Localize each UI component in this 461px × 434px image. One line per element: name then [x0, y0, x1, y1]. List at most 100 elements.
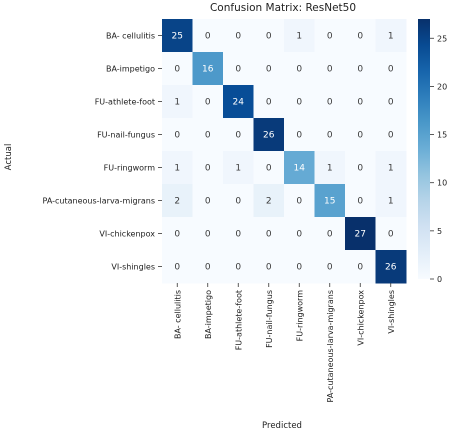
heatmap-cell [162, 19, 193, 53]
heatmap-cell [345, 85, 376, 119]
column-tick-label: VI-chickenpox [356, 290, 365, 346]
cell-value-label: 0 [174, 263, 180, 273]
colorbar-tick-label: 15 [437, 131, 447, 140]
heatmap-cell [253, 118, 285, 152]
cell-value-label: 0 [205, 164, 211, 174]
colorbar-tick-label: 0 [437, 275, 442, 284]
heatmap-cell [253, 52, 285, 86]
heatmap-cell [223, 52, 254, 86]
cell-value-label: 1 [388, 164, 394, 174]
heatmap-cell [223, 85, 254, 119]
cell-value-label: 2 [266, 197, 272, 207]
cell-value-label: 0 [266, 164, 272, 174]
column-tick-label: VI-shingles [387, 290, 396, 334]
cell-value-label: 1 [388, 32, 394, 42]
heatmap-cell [375, 151, 407, 185]
cell-value-label: 0 [357, 164, 363, 174]
heatmap-cell [345, 184, 376, 218]
cell-value-label: 0 [296, 197, 302, 207]
heatmap-cell [192, 19, 224, 53]
heatmap-cell [284, 250, 315, 284]
row-tick-label: PA-cutaneous-larva-migrans [43, 197, 155, 206]
heatmap-cell [192, 118, 224, 152]
heatmap-cell [253, 217, 285, 251]
colorbar-gradient [418, 19, 430, 279]
heatmap-cell [375, 52, 407, 86]
cell-value-label: 0 [388, 230, 394, 240]
cell-value-label: 16 [202, 65, 214, 75]
heatmap-cell [284, 118, 315, 152]
heatmap-cell [314, 19, 346, 53]
row-tick-label: FU-athlete-foot [95, 98, 155, 107]
heatmap-cell [375, 118, 407, 152]
cell-value-label: 1 [235, 164, 241, 174]
row-tick-label: VI-shingles [111, 263, 155, 272]
column-tick-label: FU-nail-fungus [265, 290, 274, 348]
cell-value-label: 0 [235, 197, 241, 207]
cell-value-label: 0 [388, 98, 394, 108]
cell-value-label: 1 [327, 164, 333, 174]
heatmap-cell [223, 19, 254, 53]
column-tick-label: BA-impetigo [204, 290, 213, 339]
cell-value-label: 0 [205, 32, 211, 42]
heatmap-cell [314, 184, 346, 218]
cell-value-label: 26 [263, 131, 275, 141]
cell-value-label: 0 [357, 65, 363, 75]
cell-value-label: 0 [205, 230, 211, 240]
heatmap-cell [345, 118, 376, 152]
heatmap-cell [162, 52, 193, 86]
heatmap-cell [345, 250, 376, 284]
cell-value-label: 15 [324, 197, 335, 207]
cell-value-label: 0 [357, 32, 363, 42]
heatmap-cell [253, 151, 285, 185]
cell-value-label: 0 [266, 263, 272, 273]
cell-value-label: 1 [174, 164, 180, 174]
cell-value-label: 0 [266, 98, 272, 108]
cell-value-label: 0 [388, 65, 394, 75]
cell-value-label: 0 [327, 230, 333, 240]
cell-value-label: 0 [174, 230, 180, 240]
cell-value-label: 0 [296, 65, 302, 75]
heatmap-cell [375, 85, 407, 119]
heatmap-cell [223, 151, 254, 185]
column-tick-label: FU-ringworm [295, 290, 304, 342]
cell-value-label: 1 [388, 197, 394, 207]
cell-value-label: 0 [235, 32, 241, 42]
heatmap-cell [223, 184, 254, 218]
heatmap-cell [253, 250, 285, 284]
row-tick-label: FU-ringworm [104, 164, 156, 173]
heatmap-cell [192, 217, 224, 251]
heatmap-cell [345, 217, 376, 251]
cell-value-label: 24 [233, 98, 245, 108]
heatmap-cell [162, 217, 193, 251]
cell-value-label: 0 [205, 263, 211, 273]
heatmap-cell [375, 250, 407, 284]
cell-value-label: 0 [205, 197, 211, 207]
cell-value-label: 2 [174, 197, 180, 207]
cell-value-label: 0 [266, 32, 272, 42]
heatmap-cell [314, 250, 346, 284]
cell-value-label: 0 [327, 98, 333, 108]
colorbar-tick-label: 20 [437, 82, 447, 91]
cell-value-label: 0 [327, 263, 333, 273]
heatmap-cell [223, 217, 254, 251]
heatmap-cell [314, 151, 346, 185]
heatmap-cell [284, 52, 315, 86]
column-tick-label: FU-athlete-foot [234, 290, 243, 350]
heatmap-cell [314, 118, 346, 152]
column-tick-label: BA- cellulitis [173, 290, 182, 339]
cell-value-label: 26 [385, 263, 397, 273]
row-tick-label: BA- cellulitis [106, 32, 155, 41]
heatmap-cell [314, 85, 346, 119]
cell-value-label: 0 [327, 32, 333, 42]
row-tick-label: FU-nail-fungus [97, 131, 155, 140]
heatmap-cell [284, 85, 315, 119]
cell-value-label: 0 [235, 230, 241, 240]
heatmap-cell [253, 85, 285, 119]
heatmap-cell [162, 184, 193, 218]
cell-value-label: 0 [357, 263, 363, 273]
heatmap-cell [314, 52, 346, 86]
cell-value-label: 0 [174, 131, 180, 141]
heatmap-cell [345, 151, 376, 185]
